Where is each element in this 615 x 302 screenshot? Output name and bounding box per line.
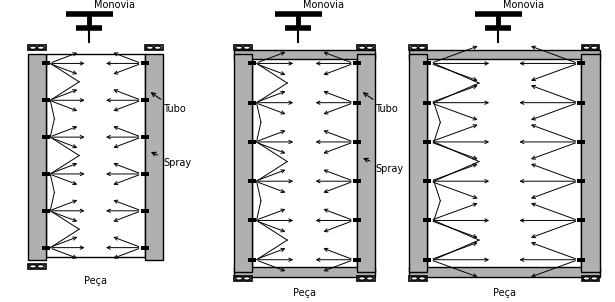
Text: Spray: Spray [364,158,403,174]
Text: Peça: Peça [493,288,516,298]
Circle shape [419,277,426,280]
Bar [145,45,162,50]
Bar [423,101,432,105]
Circle shape [154,46,161,50]
Bar [423,258,432,262]
Circle shape [359,46,365,50]
Circle shape [30,265,36,268]
Text: Tubo: Tubo [363,93,398,114]
Bar [252,54,357,269]
Circle shape [591,277,598,280]
Bar [140,62,148,66]
Bar [28,264,46,269]
Bar [42,135,50,139]
Circle shape [583,277,590,280]
Bar [577,62,585,66]
Circle shape [419,46,426,50]
Circle shape [367,277,373,280]
Circle shape [236,46,242,50]
Text: Spray: Spray [152,152,191,168]
Text: Monovia: Monovia [94,0,135,10]
Bar [248,219,256,222]
Bar [145,54,163,260]
Bar [140,246,148,249]
Bar [409,50,600,59]
Bar [28,54,46,260]
Bar [248,179,256,183]
Circle shape [411,46,418,50]
Bar [248,62,256,66]
Bar [577,140,585,144]
Bar [234,50,375,59]
Text: Monovia: Monovia [503,0,544,10]
Bar [28,45,46,50]
Bar [582,45,599,50]
Bar [353,101,360,105]
Circle shape [359,277,365,280]
Bar [357,276,375,281]
Bar [234,54,252,272]
Bar [42,172,50,176]
Bar [42,62,50,66]
Bar [423,219,432,222]
Circle shape [146,46,153,50]
Circle shape [236,277,242,280]
Bar [353,258,360,262]
Circle shape [367,46,373,50]
Bar [410,276,427,281]
Bar [140,209,148,213]
Circle shape [583,46,590,50]
Bar [357,54,375,272]
Bar [577,258,585,262]
Circle shape [244,46,250,50]
Bar [248,140,256,144]
Text: Tubo: Tubo [151,93,186,114]
Text: Monovia: Monovia [303,0,344,10]
Bar [248,258,256,262]
Bar [582,276,599,281]
Bar [140,172,148,176]
Bar [423,179,432,183]
Circle shape [30,46,36,50]
Bar [42,98,50,102]
Text: Peça: Peça [293,288,316,298]
Bar [409,267,600,277]
Bar [423,62,432,66]
Bar [353,62,360,66]
Circle shape [38,265,44,268]
Bar [140,135,148,139]
Bar [427,54,581,269]
Bar [410,45,427,50]
Circle shape [411,277,418,280]
Bar [581,54,600,272]
Bar [42,246,50,249]
Bar [577,101,585,105]
Bar [577,179,585,183]
Text: Peça: Peça [84,276,107,286]
Bar [423,140,432,144]
Circle shape [38,46,44,50]
Bar [353,140,360,144]
Bar [577,219,585,222]
Bar [353,219,360,222]
Bar [357,45,375,50]
Bar [42,209,50,213]
Bar [234,267,375,277]
Bar [248,101,256,105]
Circle shape [244,277,250,280]
Bar [234,45,252,50]
Circle shape [591,46,598,50]
Bar [234,276,252,281]
Bar [46,54,145,257]
Bar [140,98,148,102]
Bar [409,54,427,272]
Bar [353,179,360,183]
